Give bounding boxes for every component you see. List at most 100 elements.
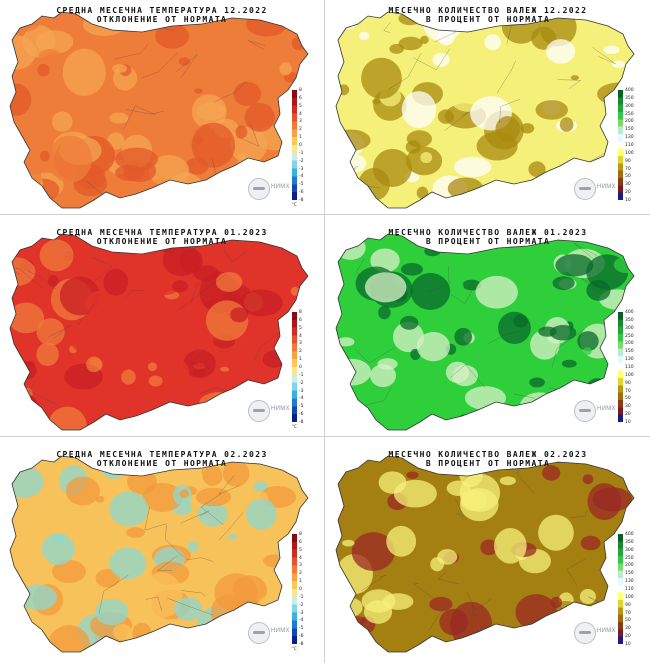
legend-tick-label: 50 <box>625 396 631 402</box>
legend-tick-label: 10 <box>625 198 631 203</box>
legend-tick-label: -5 <box>299 626 304 632</box>
legend-tick-label: -8 <box>299 642 304 647</box>
legend-tick-label: 110 <box>625 365 634 370</box>
legend-tick-label: 100 <box>625 150 634 156</box>
legend-tick-label: 1 <box>299 579 302 585</box>
nimh-emblem-icon <box>248 400 270 422</box>
nimh-logo: НИМХ <box>248 398 290 422</box>
nimh-logo-text: НИМХ <box>597 184 616 190</box>
bulgaria-map <box>9 233 309 431</box>
legend-tick-label: 350 <box>625 539 634 545</box>
nimh-logo: НИМХ <box>574 398 616 422</box>
legend-tick-label: -8 <box>299 198 304 203</box>
legend-tick-label: -5 <box>299 182 304 188</box>
nimh-emblem-icon <box>574 178 596 200</box>
legend-tick-label: 350 <box>625 95 634 101</box>
legend-tick-label: 4 <box>299 111 302 117</box>
color-legend: 8 6 5 4 3 2 1 0 -1 -2 -3 -4 -5 -6 -8 °C <box>292 310 316 430</box>
legend-tick-label: 3 <box>299 341 302 347</box>
legend-tick-label: 90 <box>625 380 631 386</box>
legend-tick-label: 0 <box>299 587 302 592</box>
map-title-line-1: МЕСЕЧНО КОЛИЧЕСТВО ВАЛЕЖ 01.2023 <box>388 228 588 237</box>
legend-tick-label: 2 <box>299 571 302 577</box>
legend-tick-label: 400 <box>625 88 634 93</box>
nimh-logo: НИМХ <box>248 620 290 644</box>
legend-tick-label: 8 <box>299 532 302 537</box>
panel-precipitation-2022-12: МЕСЕЧНО КОЛИЧЕСТВО ВАЛЕЖ 12.2022 В ПРОЦЕН… <box>328 2 648 214</box>
map-title-line-2: В ПРОЦЕНТ ОТ НОРМАТА <box>425 459 551 468</box>
row-divider <box>0 436 650 437</box>
map-title-line-1: МЕСЕЧНО КОЛИЧЕСТВО ВАЛЕЖ 12.2022 <box>388 6 588 15</box>
map-title-line-1: МЕСЕЧНО КОЛИЧЕСТВО ВАЛЕЖ 02.2023 <box>388 450 588 459</box>
legend-tick-label: 150 <box>625 127 634 133</box>
legend-tick-label: -4 <box>299 618 304 624</box>
color-legend: 8 6 5 4 3 2 1 0 -1 -2 -3 -4 -5 -6 -8 °C <box>292 88 316 208</box>
legend-tick-label: 2 <box>299 349 302 355</box>
bulgaria-map <box>9 11 309 209</box>
nimh-logo-text: НИМХ <box>271 184 290 190</box>
legend-tick-label: 3 <box>299 119 302 125</box>
legend-tick-label: 250 <box>625 111 634 117</box>
legend-tick-label: 0 <box>299 143 302 148</box>
legend-tick-label: 1 <box>299 135 302 141</box>
panel-precipitation-2023-01: МЕСЕЧНО КОЛИЧЕСТВО ВАЛЕЖ 01.2023 В ПРОЦЕН… <box>328 224 648 436</box>
legend-tick-label: 300 <box>625 547 634 553</box>
legend-tick-label: 400 <box>625 532 634 537</box>
legend-tick-label: 20 <box>625 634 631 640</box>
map-title-line-2: ОТКЛОНЕНИЕ ОТ НОРМАТА <box>96 15 228 24</box>
legend-tick-label: 200 <box>625 341 634 347</box>
legend-tick-label: -5 <box>299 404 304 410</box>
legend-tick-label: 50 <box>625 618 631 624</box>
legend-tick-label: 100 <box>625 372 634 378</box>
legend-tick-label: -1 <box>299 372 304 378</box>
legend-tick-label: 130 <box>625 357 634 363</box>
panel-precipitation-2023-02: МЕСЕЧНО КОЛИЧЕСТВО ВАЛЕЖ 02.2023 В ПРОЦЕН… <box>328 446 648 658</box>
nimh-logo-text: НИМХ <box>597 406 616 412</box>
map-title-line-2: В ПРОЦЕНТ ОТ НОРМАТА <box>425 237 551 246</box>
legend-tick-label: 5 <box>299 103 302 109</box>
legend-tick-label: 0 <box>299 365 302 370</box>
legend-tick-label: 30 <box>625 182 631 188</box>
legend-tick-label: 300 <box>625 325 634 331</box>
legend-tick-label: -2 <box>299 380 304 386</box>
legend-tick-label: 5 <box>299 325 302 331</box>
row-divider <box>0 214 650 215</box>
legend-tick-label: 200 <box>625 563 634 569</box>
legend-color-bar <box>618 312 623 422</box>
map-title: СРЕДНА МЕСЕЧНА ТЕМПЕРАТУРА 02.2023 ОТКЛОН… <box>2 450 322 468</box>
legend-tick-label: -2 <box>299 602 304 608</box>
map-title-line-1: СРЕДНА МЕСЕЧНА ТЕМПЕРАТУРА 01.2023 <box>56 228 268 237</box>
legend-tick-label: -6 <box>299 190 304 196</box>
legend-tick-label: 130 <box>625 579 634 585</box>
legend-tick-label: 70 <box>625 610 631 616</box>
legend-color-bar <box>292 90 297 200</box>
bulgaria-map <box>335 11 635 209</box>
legend-tick-label: 90 <box>625 602 631 608</box>
legend-tick-label: 150 <box>625 571 634 577</box>
legend-tick-label: 200 <box>625 119 634 125</box>
legend-tick-label: 5 <box>299 547 302 553</box>
legend-tick-label: -3 <box>299 166 304 172</box>
panel-temperature-2022-12: СРЕДНА МЕСЕЧНА ТЕМПЕРАТУРА 12.2022 ОТКЛОН… <box>2 2 322 214</box>
color-legend: 400 350 300 250 200 150 130 110 100 90 70 50 30 20 10 <box>618 310 642 430</box>
legend-tick-label: 8 <box>299 88 302 93</box>
legend-tick-label: -6 <box>299 412 304 418</box>
color-legend: 8 6 5 4 3 2 1 0 -1 -2 -3 -4 -5 -6 -8 °C <box>292 532 316 652</box>
legend-tick-label: 400 <box>625 310 634 315</box>
legend-tick-label: -1 <box>299 594 304 600</box>
nimh-logo-text: НИМХ <box>271 628 290 634</box>
color-legend: 400 350 300 250 200 150 130 110 100 90 70 50 30 20 10 <box>618 88 642 208</box>
bulgaria-map <box>335 455 635 653</box>
legend-tick-label: 100 <box>625 594 634 600</box>
map-title-line-2: ОТКЛОНЕНИЕ ОТ НОРМАТА <box>96 237 228 246</box>
map-title-line-2: ОТКЛОНЕНИЕ ОТ НОРМАТА <box>96 459 228 468</box>
legend-tick-label: 70 <box>625 388 631 394</box>
legend-tick-label: 2 <box>299 127 302 133</box>
map-title: СРЕДНА МЕСЕЧНА ТЕМПЕРАТУРА 01.2023 ОТКЛОН… <box>2 228 322 246</box>
legend-tick-label: 8 <box>299 310 302 315</box>
nimh-logo: НИМХ <box>248 176 290 200</box>
legend-tick-label: -4 <box>299 174 304 180</box>
legend-tick-label: 6 <box>299 95 302 101</box>
legend-tick-label: 6 <box>299 317 302 323</box>
legend-unit: °C <box>292 424 297 429</box>
